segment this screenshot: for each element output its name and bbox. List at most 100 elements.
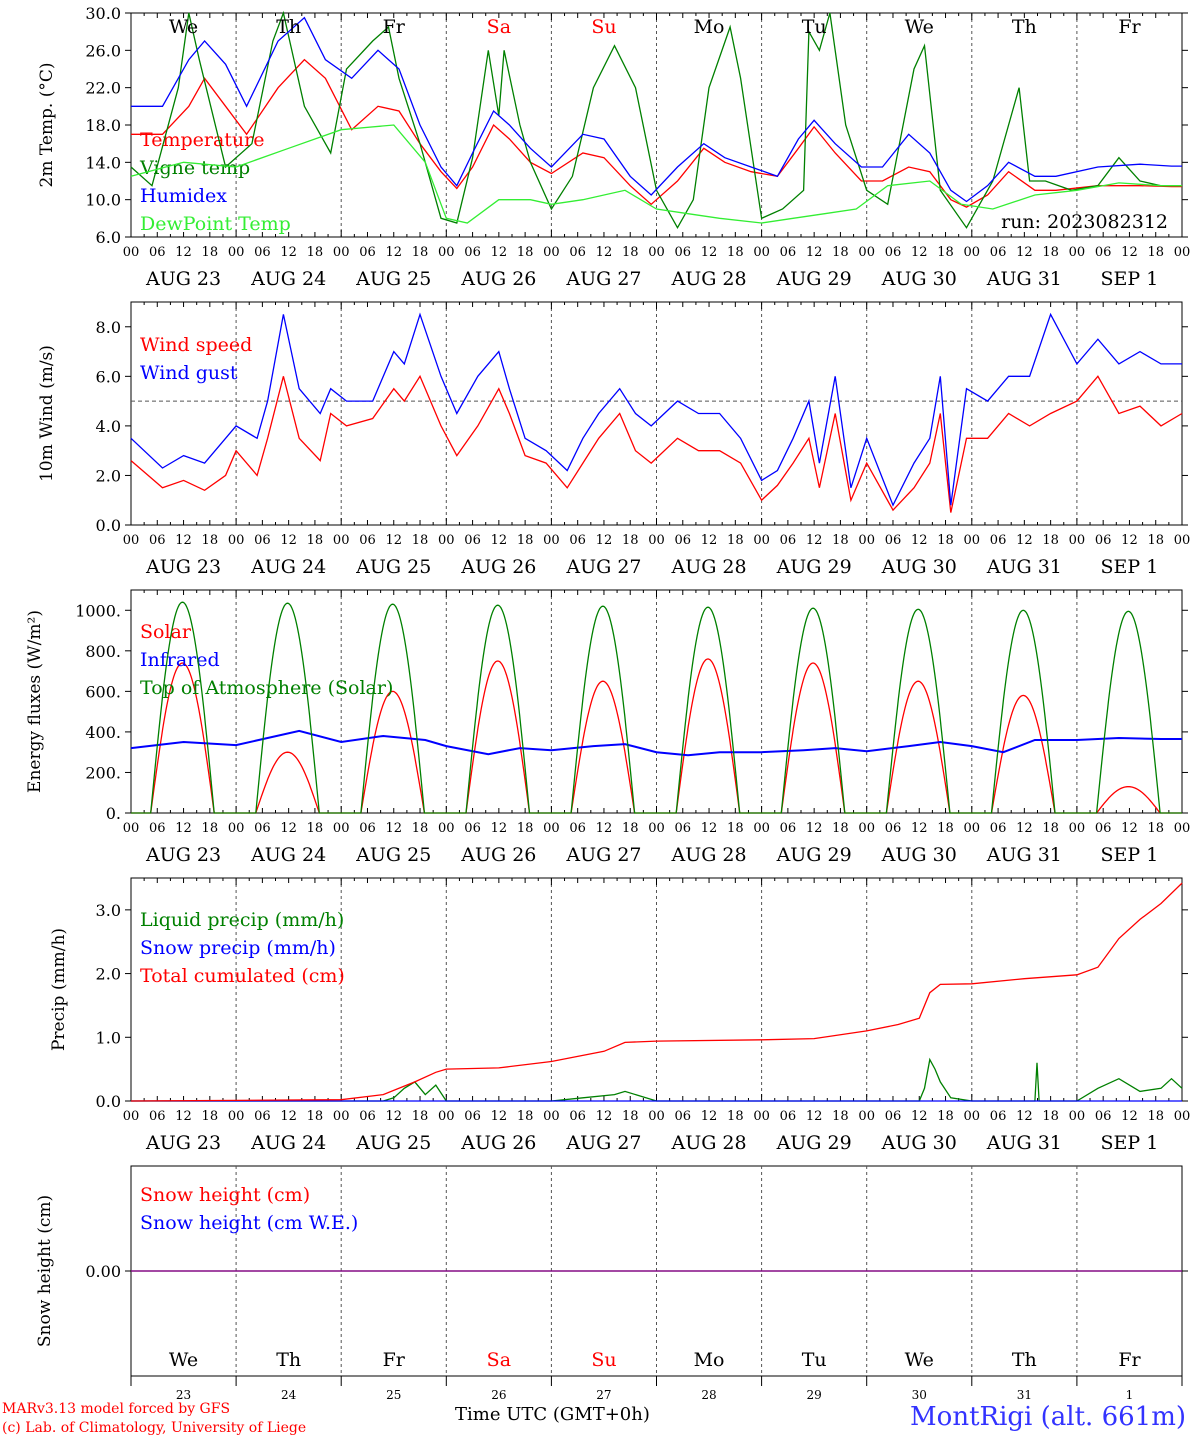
hour-label: 12 <box>280 821 297 836</box>
hour-label: 06 <box>885 1109 902 1124</box>
hour-label: 06 <box>780 245 797 260</box>
hour-label: 06 <box>254 821 271 836</box>
hour-label: 00 <box>753 245 770 260</box>
weekday-label: Mo <box>694 16 725 38</box>
date-label: AUG 24 <box>250 1132 326 1154</box>
y-tick-label: 18.0 <box>85 116 121 135</box>
series-line <box>131 16 1182 203</box>
weekday-label: Th <box>276 1349 301 1371</box>
hour-label: 00 <box>438 245 455 260</box>
y-tick-label: 600. <box>85 682 121 701</box>
hour-label: 06 <box>464 1109 481 1124</box>
hour-label: 18 <box>307 245 324 260</box>
hour-label: 00 <box>438 1109 455 1124</box>
hour-label: 06 <box>990 533 1007 548</box>
hour-label: 12 <box>491 245 508 260</box>
hour-label: 12 <box>911 1109 928 1124</box>
y-tick-label: 14.0 <box>85 153 121 172</box>
legend-entry: Snow precip (mm/h) <box>140 937 336 959</box>
hour-label: 12 <box>385 533 402 548</box>
hour-label: 12 <box>911 245 928 260</box>
y-tick-label: 2.0 <box>96 965 121 984</box>
hour-label: 06 <box>1095 245 1112 260</box>
hour-label: 00 <box>1069 821 1086 836</box>
panel-frame <box>130 589 1183 814</box>
weekday-label: Fr <box>1118 1349 1141 1371</box>
date-label: AUG 26 <box>460 1132 536 1154</box>
y-tick-label: 4.0 <box>96 417 121 436</box>
hour-label: 18 <box>1042 1109 1059 1124</box>
hour-label: 00 <box>648 533 665 548</box>
hour-label: 06 <box>885 533 902 548</box>
legend-entry: Snow height (cm) <box>140 1184 310 1206</box>
hour-label: 18 <box>202 533 219 548</box>
hour-label: 06 <box>569 821 586 836</box>
legend-entry: Liquid precip (mm/h) <box>140 909 344 931</box>
weekday-label: We <box>169 1349 198 1371</box>
legend-entry: Humidex <box>140 185 227 207</box>
hour-label: 18 <box>412 1109 429 1124</box>
date-label: AUG 23 <box>145 844 221 866</box>
hour-label: 12 <box>385 821 402 836</box>
hour-label: 06 <box>464 821 481 836</box>
hour-label: 18 <box>412 245 429 260</box>
y-tick-label: 6.0 <box>96 228 121 247</box>
hour-label: 06 <box>149 821 166 836</box>
hour-label: 06 <box>149 245 166 260</box>
series-line <box>131 601 1182 814</box>
hour-label: 06 <box>359 821 376 836</box>
date-label: AUG 30 <box>881 1132 957 1154</box>
hour-label: 00 <box>964 1109 981 1124</box>
hour-label: 06 <box>675 821 692 836</box>
panel-4: 3.0 2.0 1.0 0.0 Precip (mm/h) Liquid precip (… <box>49 877 1190 1154</box>
hour-label: 06 <box>990 821 1007 836</box>
hour-label: 18 <box>727 533 744 548</box>
hour-label: 18 <box>727 821 744 836</box>
legend-entry: Top of Atmosphere (Solar) <box>140 677 393 699</box>
hour-label: 18 <box>832 245 849 260</box>
day-number: 28 <box>701 1388 716 1402</box>
hour-label: 00 <box>1174 821 1191 836</box>
hour-label: 18 <box>937 821 954 836</box>
weekday-label: Fr <box>1118 16 1141 38</box>
hour-label: 12 <box>175 821 192 836</box>
hour-label: 18 <box>202 245 219 260</box>
day-number: 30 <box>912 1388 927 1402</box>
hour-label: 12 <box>701 1109 718 1124</box>
hour-label: 18 <box>1147 533 1164 548</box>
panel-frame <box>130 12 1183 238</box>
hour-label: 00 <box>1069 1109 1086 1124</box>
hour-label: 12 <box>701 533 718 548</box>
series-line <box>130 882 1183 1102</box>
hour-label: 00 <box>648 245 665 260</box>
legend-entry: Total cumulated (cm) <box>140 965 345 987</box>
date-label: AUG 27 <box>565 556 641 578</box>
hour-label: 06 <box>149 1109 166 1124</box>
hour-label: 18 <box>727 245 744 260</box>
day-number: 29 <box>807 1388 822 1402</box>
hour-label: 18 <box>202 821 219 836</box>
hour-label: 06 <box>359 1109 376 1124</box>
series-line <box>130 374 1183 513</box>
hour-label: 00 <box>753 821 770 836</box>
time-axis-label: Time UTC (GMT+0h) <box>455 1404 650 1425</box>
hour-label: 00 <box>333 1109 350 1124</box>
hour-label: 00 <box>543 533 560 548</box>
weekday-label: Th <box>1012 1349 1037 1371</box>
y-axis-title: Precip (mm/h) <box>49 928 69 1051</box>
hour-label: 06 <box>254 533 271 548</box>
date-label: AUG 30 <box>881 268 957 290</box>
legend-entry: DewPoint Temp <box>140 213 291 235</box>
hour-label: 12 <box>1121 533 1138 548</box>
panel-2: 8.0 6.0 4.0 2.0 0.0 10m Wind (m/s) Wind speed W… <box>37 301 1190 578</box>
hour-label: 12 <box>175 533 192 548</box>
hour-label: 18 <box>517 245 534 260</box>
hour-label: 12 <box>596 245 613 260</box>
hour-label: 18 <box>1147 245 1164 260</box>
hour-label: 18 <box>1042 821 1059 836</box>
day-number: 25 <box>386 1388 401 1402</box>
hour-label: 18 <box>1042 245 1059 260</box>
hour-label: 12 <box>491 1109 508 1124</box>
day-number: 23 <box>176 1388 191 1402</box>
day-number: 1 <box>1126 1388 1134 1402</box>
